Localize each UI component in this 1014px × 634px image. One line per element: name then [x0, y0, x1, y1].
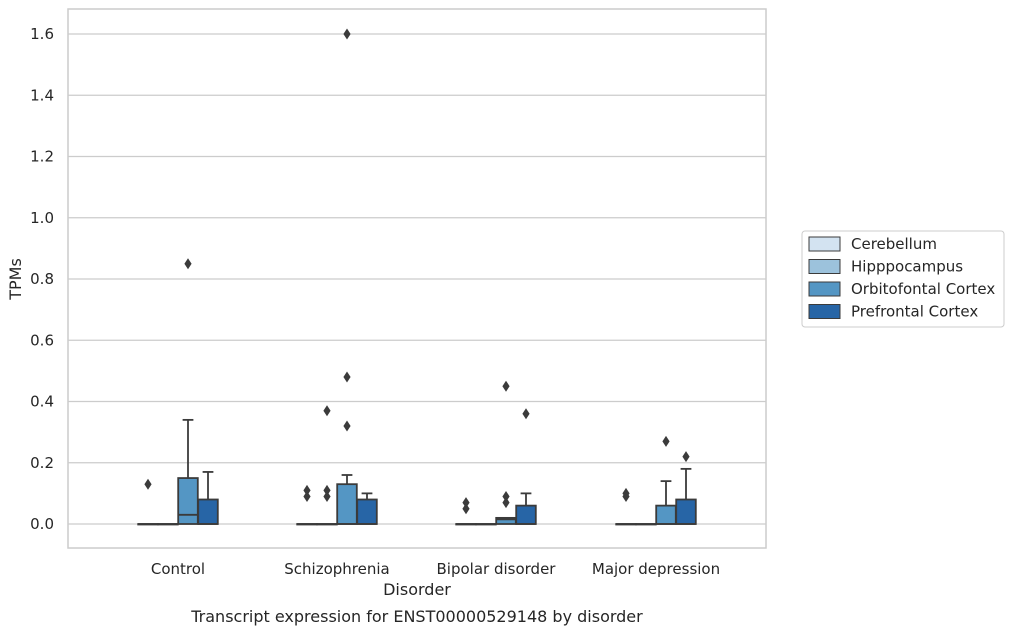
box-body	[356, 498, 378, 525]
outlier-point	[682, 451, 690, 463]
y-tick-labels: 0.0 0.2 0.4 0.6 0.8 1.0 1.2 1.4 1.6	[30, 25, 54, 533]
outlier-point	[303, 490, 311, 502]
legend: Cerebellum Hipppocampus Orbitofontal Corte…	[801, 230, 1005, 328]
box-group	[336, 28, 358, 525]
y-tick-label: 0.0	[30, 515, 54, 533]
x-tick-label: Control	[151, 560, 205, 578]
y-tick-label: 0.8	[30, 270, 54, 288]
y-tick-label: 0.6	[30, 331, 54, 349]
y-tick-label: 1.0	[30, 209, 54, 227]
box-group	[157, 523, 179, 526]
box-group	[475, 523, 497, 526]
chart-caption: Transcript expression for ENST0000052914…	[190, 607, 643, 626]
box-body	[336, 483, 358, 525]
box-group	[177, 258, 199, 525]
outlier-point	[303, 484, 311, 496]
y-tick-label: 1.6	[30, 25, 54, 43]
box-plot-marks	[137, 28, 697, 526]
outlier-point	[323, 484, 331, 496]
outlier-point	[462, 497, 470, 509]
box-body	[197, 498, 219, 525]
x-tick-label: Major depression	[592, 560, 720, 578]
box-group	[615, 487, 637, 526]
box-body	[515, 504, 537, 525]
outlier-point	[462, 503, 470, 515]
box-body	[655, 504, 677, 525]
legend-frame	[801, 230, 1005, 328]
outlier-point	[343, 28, 351, 40]
legend-swatch	[808, 304, 841, 319]
box-group	[675, 451, 697, 525]
box-group	[356, 492, 378, 525]
outlier-point	[502, 380, 510, 392]
box-group	[197, 471, 219, 525]
box-group	[635, 523, 657, 526]
box-group	[515, 408, 537, 525]
x-axis-label: Disorder	[383, 580, 451, 599]
outlier-point	[343, 420, 351, 432]
legend-label: Cerebellum	[851, 235, 937, 253]
outlier-point	[662, 435, 670, 447]
y-tick-label: 0.2	[30, 454, 54, 472]
box-group	[137, 478, 159, 526]
outlier-point	[622, 487, 630, 499]
legend-swatch	[808, 236, 841, 252]
grid-lines	[68, 33, 766, 525]
plot-frame	[67, 8, 767, 549]
x-tick-labels: Control Schizophrenia Bipolar disorder Majo…	[151, 560, 720, 578]
legend-label: Hipppocampus	[851, 258, 963, 276]
box-group	[655, 435, 677, 525]
box-group	[296, 484, 318, 526]
x-tick-label: Schizophrenia	[284, 560, 389, 578]
y-tick-label: 1.4	[30, 86, 54, 104]
legend-swatch	[808, 281, 841, 297]
box-body	[177, 477, 199, 525]
outlier-point	[522, 408, 530, 420]
outlier-point	[144, 478, 152, 490]
legend-swatch	[808, 259, 841, 274]
legend-label: Orbitofontal Cortex	[851, 280, 995, 298]
box-group	[455, 497, 477, 526]
outlier-point	[184, 258, 192, 270]
box-body	[675, 498, 697, 525]
legend-label: Prefrontal Cortex	[851, 303, 978, 321]
x-tick-label: Bipolar disorder	[437, 560, 557, 578]
outlier-point	[323, 490, 331, 502]
y-axis-label: TPMs	[6, 258, 25, 301]
y-tick-label: 1.2	[30, 148, 54, 166]
outlier-point	[323, 405, 331, 417]
outlier-point	[343, 371, 351, 383]
y-tick-label: 0.4	[30, 393, 54, 411]
box-group	[316, 405, 338, 526]
box-group	[495, 380, 517, 525]
outlier-point	[502, 497, 510, 509]
outlier-point	[502, 490, 510, 502]
